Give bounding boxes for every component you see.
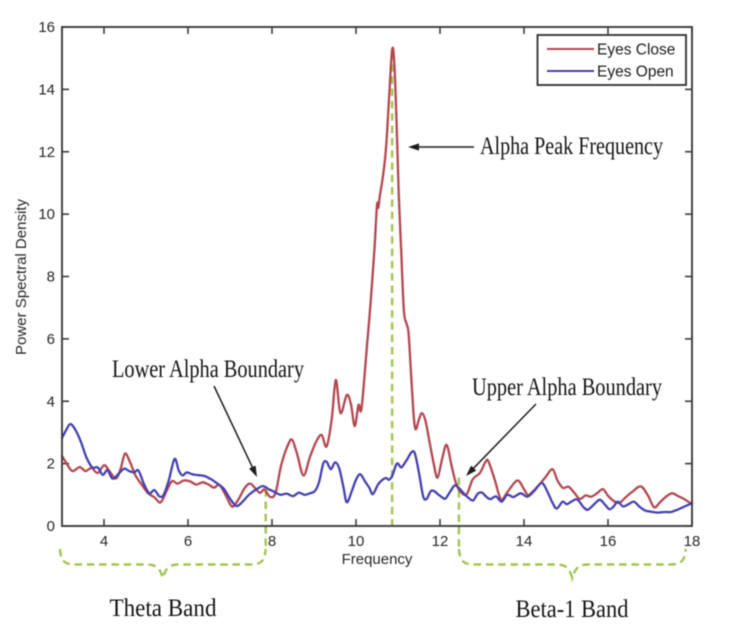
axis-tick-labels: 4 6 8 10 12 14 16 18 0 2 4 6 8 10 12 14 16 bbox=[38, 19, 700, 550]
legend-box bbox=[536, 34, 687, 86]
beta1-label-text: Beta-1 Band bbox=[516, 596, 629, 623]
y-tick-label: 14 bbox=[38, 81, 55, 98]
y-tick-label: 0 bbox=[47, 518, 55, 535]
alpha-peak-annotation-text: Alpha Peak Frequency bbox=[480, 133, 663, 160]
series-line-eyes-close bbox=[60, 46, 694, 509]
y-tick-label: 12 bbox=[38, 144, 55, 161]
beta1-band-brace bbox=[457, 548, 687, 583]
arrowhead bbox=[249, 465, 257, 477]
legend-label-eyes-close: Eyes Close bbox=[597, 42, 675, 59]
upper-alpha-arrow bbox=[469, 403, 537, 473]
x-tick-label: 14 bbox=[516, 533, 533, 550]
legend: Eyes Close Eyes Open bbox=[536, 34, 687, 86]
axis-ticks bbox=[62, 26, 693, 527]
x-tick-label: 6 bbox=[184, 533, 192, 550]
y-tick-label: 10 bbox=[38, 206, 55, 223]
x-tick-label: 12 bbox=[432, 533, 449, 550]
x-tick-label: 4 bbox=[100, 533, 108, 550]
annotations: Alpha Peak Frequency Lower Alpha Boundary… bbox=[110, 133, 664, 623]
lower-alpha-arrow bbox=[213, 385, 256, 472]
arrowhead bbox=[408, 143, 419, 151]
upper-alpha-annotation-text: Upper Alpha Boundary bbox=[472, 374, 662, 401]
band-markers bbox=[58, 51, 687, 583]
x-tick-label: 10 bbox=[348, 533, 365, 550]
x-axis-label: Frequency bbox=[342, 551, 413, 568]
y-axis-label: Power Spectral Density bbox=[13, 199, 30, 355]
arrowhead bbox=[466, 465, 477, 476]
x-tick-label: 8 bbox=[268, 533, 276, 550]
series-line-eyes-open bbox=[60, 422, 694, 514]
lower-alpha-annotation-text: Lower Alpha Boundary bbox=[112, 356, 304, 383]
y-tick-label: 6 bbox=[47, 331, 55, 348]
series-lines bbox=[60, 46, 694, 514]
y-tick-label: 2 bbox=[47, 456, 55, 473]
y-tick-label: 8 bbox=[47, 269, 55, 286]
y-tick-label: 4 bbox=[47, 393, 55, 410]
theta-label-text: Theta Band bbox=[110, 595, 217, 622]
plot-border bbox=[61, 26, 693, 527]
legend-label-eyes-open: Eyes Open bbox=[597, 64, 674, 81]
x-tick-label: 16 bbox=[600, 533, 617, 550]
theta-band-brace bbox=[58, 548, 267, 583]
y-tick-label: 16 bbox=[38, 19, 55, 36]
x-tick-label: 18 bbox=[684, 533, 701, 550]
